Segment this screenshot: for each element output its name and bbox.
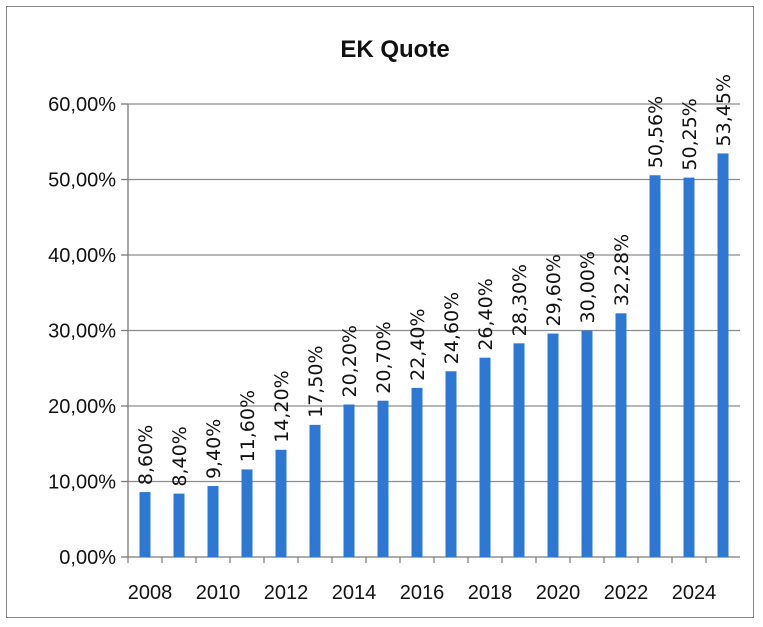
bar <box>173 493 185 557</box>
bar <box>139 492 151 557</box>
bar <box>479 357 491 557</box>
data-label: 24,60% <box>441 292 463 364</box>
bar <box>581 330 593 557</box>
y-tick-label: 50,00% <box>48 170 116 192</box>
bar <box>411 387 423 557</box>
x-axis: 2008 2010 2012 2014 2016 2018 2020 2022 2024 <box>127 557 717 604</box>
data-label: 50,56% <box>645 96 667 168</box>
data-label: 11,60% <box>237 390 259 462</box>
x-tick-label: 2020 <box>536 582 581 604</box>
data-label: 20,20% <box>339 325 361 397</box>
data-labels: 8,60% 8,40% 9,40% 11,60% 14,20% 17,50% 20,20% 2… <box>135 74 735 487</box>
bar <box>207 486 219 557</box>
data-label: 9,40% <box>203 419 225 479</box>
x-tick-label: 2018 <box>468 582 513 604</box>
bar <box>275 449 287 557</box>
y-tick-label: 60,00% <box>48 94 116 116</box>
bar <box>377 400 389 557</box>
bar <box>309 424 321 557</box>
x-tick-label: 2010 <box>196 582 241 604</box>
y-tick-label: 10,00% <box>48 472 116 494</box>
x-tick-label: 2024 <box>672 582 717 604</box>
bars <box>139 153 729 558</box>
y-axis: 0,00% 10,00% 20,00% 30,00% 40,00% 50,00% 60,00… <box>48 94 129 569</box>
y-tick-label: 30,00% <box>48 321 116 343</box>
data-label: 17,50% <box>305 345 327 417</box>
y-tick-label: 20,00% <box>48 396 116 418</box>
data-label: 30,00% <box>577 251 599 323</box>
data-label: 14,20% <box>271 370 293 442</box>
data-label: 22,40% <box>407 308 429 380</box>
y-tick-label: 0,00% <box>59 547 116 569</box>
bar <box>615 313 627 557</box>
y-tick-label: 40,00% <box>48 245 116 267</box>
data-label: 28,30% <box>509 264 531 336</box>
data-label: 32,28% <box>611 234 633 306</box>
bar <box>649 175 661 557</box>
bar <box>445 371 457 557</box>
gridlines <box>128 103 740 558</box>
chart-title: EK Quote <box>340 36 449 63</box>
data-label: 26,40% <box>475 278 497 350</box>
bar <box>241 469 253 557</box>
x-tick-label: 2008 <box>128 582 173 604</box>
data-label: 8,40% <box>169 426 191 486</box>
x-tick-label: 2012 <box>264 582 309 604</box>
bar <box>547 333 559 557</box>
data-label: 50,25% <box>679 98 701 170</box>
x-tick-label: 2016 <box>400 582 445 604</box>
bar <box>683 177 695 558</box>
bar <box>717 153 729 557</box>
data-label: 53,45% <box>713 74 735 146</box>
data-label: 20,70% <box>373 321 395 393</box>
bar <box>513 343 525 557</box>
data-label: 8,60% <box>135 425 157 485</box>
x-tick-label: 2022 <box>604 582 649 604</box>
data-label: 29,60% <box>543 254 565 326</box>
bar <box>343 404 355 557</box>
x-tick-label: 2014 <box>332 582 377 604</box>
